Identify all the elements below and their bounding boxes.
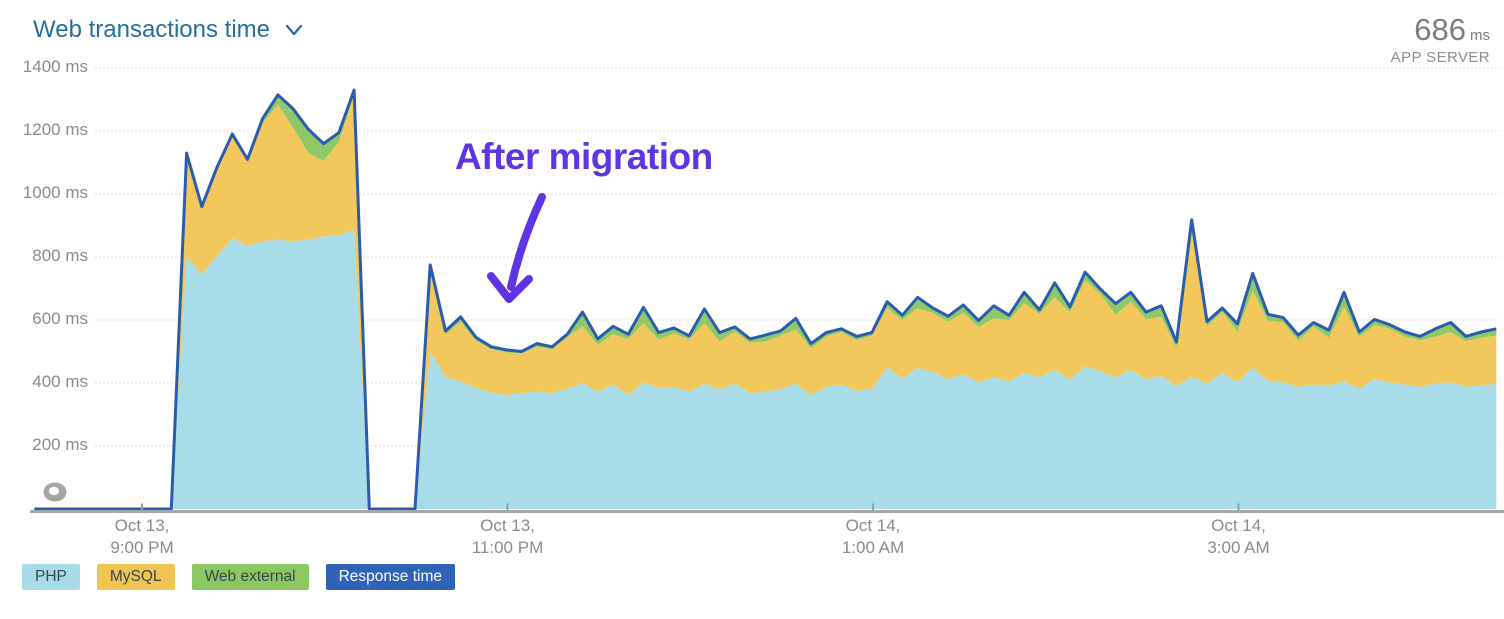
timeline-marker-icon	[49, 486, 59, 496]
page-title: Web transactions time	[33, 16, 270, 43]
y-axis-tick-label: 1000 ms	[22, 183, 88, 202]
annotation-arrow-icon	[487, 272, 533, 303]
current-value-label: APP SERVER	[1390, 49, 1490, 66]
current-value: 686 ms	[1391, 12, 1490, 48]
chart-title-dropdown[interactable]: Web transactions time	[33, 16, 304, 44]
legend-item-response-time[interactable]: Response time	[325, 564, 455, 590]
response-time-line[interactable]	[34, 88, 1497, 511]
y-axis-tick-label: 1400 ms	[22, 57, 88, 76]
legend-item-php[interactable]: PHP	[22, 564, 80, 590]
mysql-area[interactable]	[3, 94, 1497, 510]
y-axis-tick-label: 200 ms	[32, 435, 88, 454]
x-axis-tick-label: Oct 14, 1:00 AM	[841, 516, 905, 557]
annotation-arrow-icon	[507, 193, 546, 291]
current-value-block: 686 ms APP SERVER	[1391, 12, 1490, 66]
y-axis-tick-label: 800 ms	[32, 246, 88, 265]
current-value-number: 686	[1414, 12, 1466, 47]
x-axis-tick-label: Oct 14, 3:00 AM	[1207, 516, 1270, 557]
legend: PHP MySQL Web external Response time	[22, 564, 455, 590]
y-axis-tick-label: 400 ms	[32, 372, 88, 391]
current-value-unit: ms	[1470, 27, 1490, 44]
legend-item-web-external[interactable]: Web external	[191, 564, 309, 590]
y-axis-tick-label: 1200 ms	[22, 120, 88, 139]
chevron-down-icon[interactable]	[284, 23, 304, 37]
x-axis-tick-label: Oct 13, 9:00 PM	[110, 516, 174, 557]
php-area[interactable]	[3, 230, 1497, 509]
legend-item-mysql[interactable]: MySQL	[96, 564, 175, 590]
y-axis-tick-label: 600 ms	[32, 309, 88, 328]
x-axis-line	[30, 510, 1504, 513]
after-migration-annotation: After migration	[455, 136, 713, 177]
x-axis-tick-label: Oct 13, 11:00 PM	[471, 516, 544, 557]
